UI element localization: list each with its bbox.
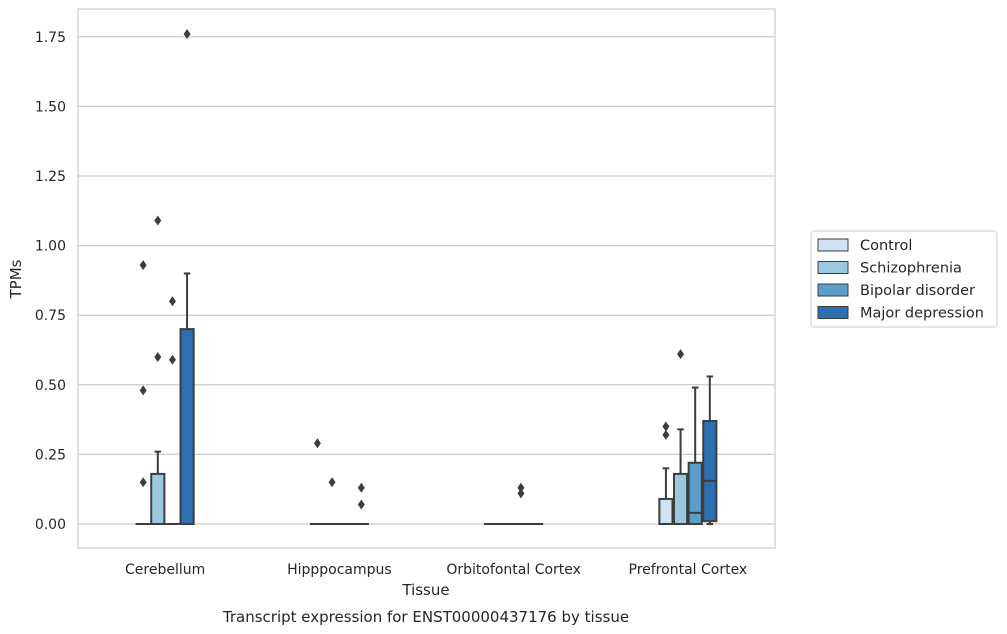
- y-tick-label: 1.50: [35, 99, 66, 115]
- outlier-point: [168, 296, 176, 307]
- outliers: [139, 29, 685, 510]
- outlier-point: [183, 29, 191, 40]
- box-control: [658, 467, 674, 525]
- box-bipolar-disorder: [687, 386, 703, 526]
- x-tick-label: Cerebellum: [125, 562, 205, 578]
- y-tick-label: 0.50: [35, 378, 66, 394]
- box-iqr: [687, 461, 703, 526]
- x-tick-label: Prefrontal Cortex: [629, 562, 748, 578]
- x-tick-label: Hipppocampus: [287, 562, 392, 578]
- box-iqr: [702, 419, 718, 523]
- y-tick-label: 0.25: [35, 447, 66, 463]
- outlier-point: [168, 354, 176, 365]
- legend-label: Schizophrenia: [860, 261, 962, 277]
- box-iqr: [150, 472, 166, 525]
- box-schizophrenia: [150, 450, 166, 525]
- outlier-point: [677, 349, 685, 360]
- outlier-point: [517, 488, 525, 499]
- y-tick-label: 0.75: [35, 308, 66, 324]
- y-tick-label: 1.75: [35, 30, 66, 46]
- box-iqr: [179, 328, 195, 525]
- legend-swatch: [817, 238, 849, 252]
- outlier-point: [139, 385, 147, 396]
- x-axis-title: Tissue: [401, 581, 449, 599]
- chart-title: Transcript expression for ENST0000043717…: [222, 608, 629, 626]
- legend-swatch: [817, 306, 849, 319]
- outlier-point: [662, 429, 670, 440]
- outlier-point: [662, 421, 670, 432]
- outlier-point: [328, 477, 336, 488]
- outlier-point: [154, 351, 162, 362]
- legend-swatch: [817, 261, 849, 274]
- outlier-point: [517, 482, 525, 493]
- y-tick-label: 1.00: [35, 239, 66, 255]
- legend-label: Major depression: [860, 306, 984, 322]
- legend-label: Control: [860, 238, 912, 254]
- legend-label: Bipolar disorder: [860, 283, 975, 299]
- legend-frame: [810, 230, 998, 328]
- boxes: [135, 272, 718, 526]
- box-schizophrenia: [672, 428, 689, 525]
- outlier-point: [154, 215, 162, 226]
- outlier-point: [139, 260, 147, 271]
- y-tick-label: 1.25: [35, 169, 66, 185]
- box-iqr: [658, 497, 674, 525]
- y-tick-label: 0.00: [35, 517, 66, 533]
- outlier-point: [357, 482, 365, 493]
- y-axis-title: TPMs: [7, 259, 25, 299]
- box-major-depression: [702, 375, 718, 525]
- legend: Control Schizophrenia Bipolar disorder Majo…: [810, 230, 998, 328]
- outlier-point: [313, 438, 321, 449]
- box-major-depression: [179, 272, 195, 525]
- x-tick-label: Orbitofontal Cortex: [446, 562, 581, 578]
- outlier-point: [139, 477, 147, 488]
- y-tick-labels: 0.00 0.25 0.50 0.75 1.00 1.25 1.50 1.75: [35, 30, 66, 533]
- legend-swatch: [817, 283, 849, 297]
- box-iqr: [672, 472, 689, 525]
- x-tick-labels: Cerebellum Hipppocampus Orbitofontal Corte…: [125, 562, 747, 578]
- outlier-point: [357, 499, 365, 510]
